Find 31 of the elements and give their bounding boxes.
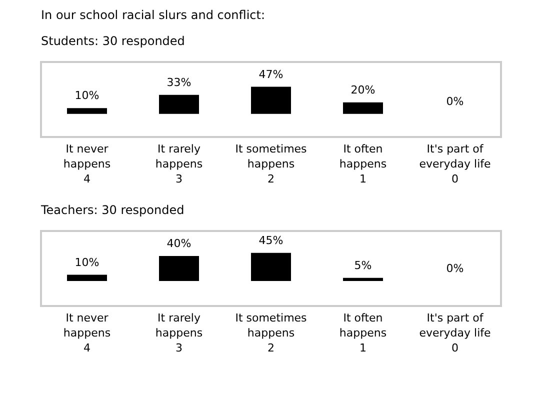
bar bbox=[67, 108, 107, 114]
chart-title: In our school racial slurs and conflict: bbox=[41, 8, 266, 22]
bar bbox=[159, 256, 199, 281]
bar bbox=[251, 252, 291, 281]
data-label: 45% bbox=[258, 234, 284, 247]
data-label: 47% bbox=[258, 68, 284, 81]
data-label: 10% bbox=[74, 256, 100, 269]
bar bbox=[251, 86, 291, 114]
x-tick-label: It sometimes happens 2 bbox=[235, 142, 308, 186]
data-label: 20% bbox=[350, 83, 376, 96]
data-label: 5% bbox=[354, 258, 372, 272]
bar bbox=[159, 94, 199, 114]
data-label: 0% bbox=[446, 262, 464, 275]
data-label: 33% bbox=[166, 76, 192, 89]
data-label: 10% bbox=[74, 89, 100, 102]
bar bbox=[67, 274, 107, 281]
bar bbox=[343, 102, 383, 114]
data-label: 0% bbox=[446, 94, 464, 108]
chart-subtitle: Students: 30 responded bbox=[41, 34, 185, 48]
x-tick-label: It never happens 4 bbox=[63, 142, 111, 186]
x-tick-label: It never happens 4 bbox=[63, 312, 111, 354]
x-tick-label: It rarely happens 3 bbox=[155, 312, 203, 354]
chart-title: Teachers: 30 responded bbox=[40, 203, 184, 217]
data-label: 40% bbox=[166, 237, 192, 250]
x-tick-label: It's part of everyday life 0 bbox=[419, 142, 492, 186]
x-tick-label: It often happens 1 bbox=[339, 142, 387, 186]
x-tick-label: It rarely happens 3 bbox=[155, 142, 203, 186]
x-tick-label: It sometimes happens 2 bbox=[235, 312, 308, 354]
x-tick-label: It's part of everyday life 0 bbox=[419, 312, 492, 354]
bar bbox=[343, 278, 383, 281]
x-tick-label: It often happens 1 bbox=[339, 312, 387, 354]
